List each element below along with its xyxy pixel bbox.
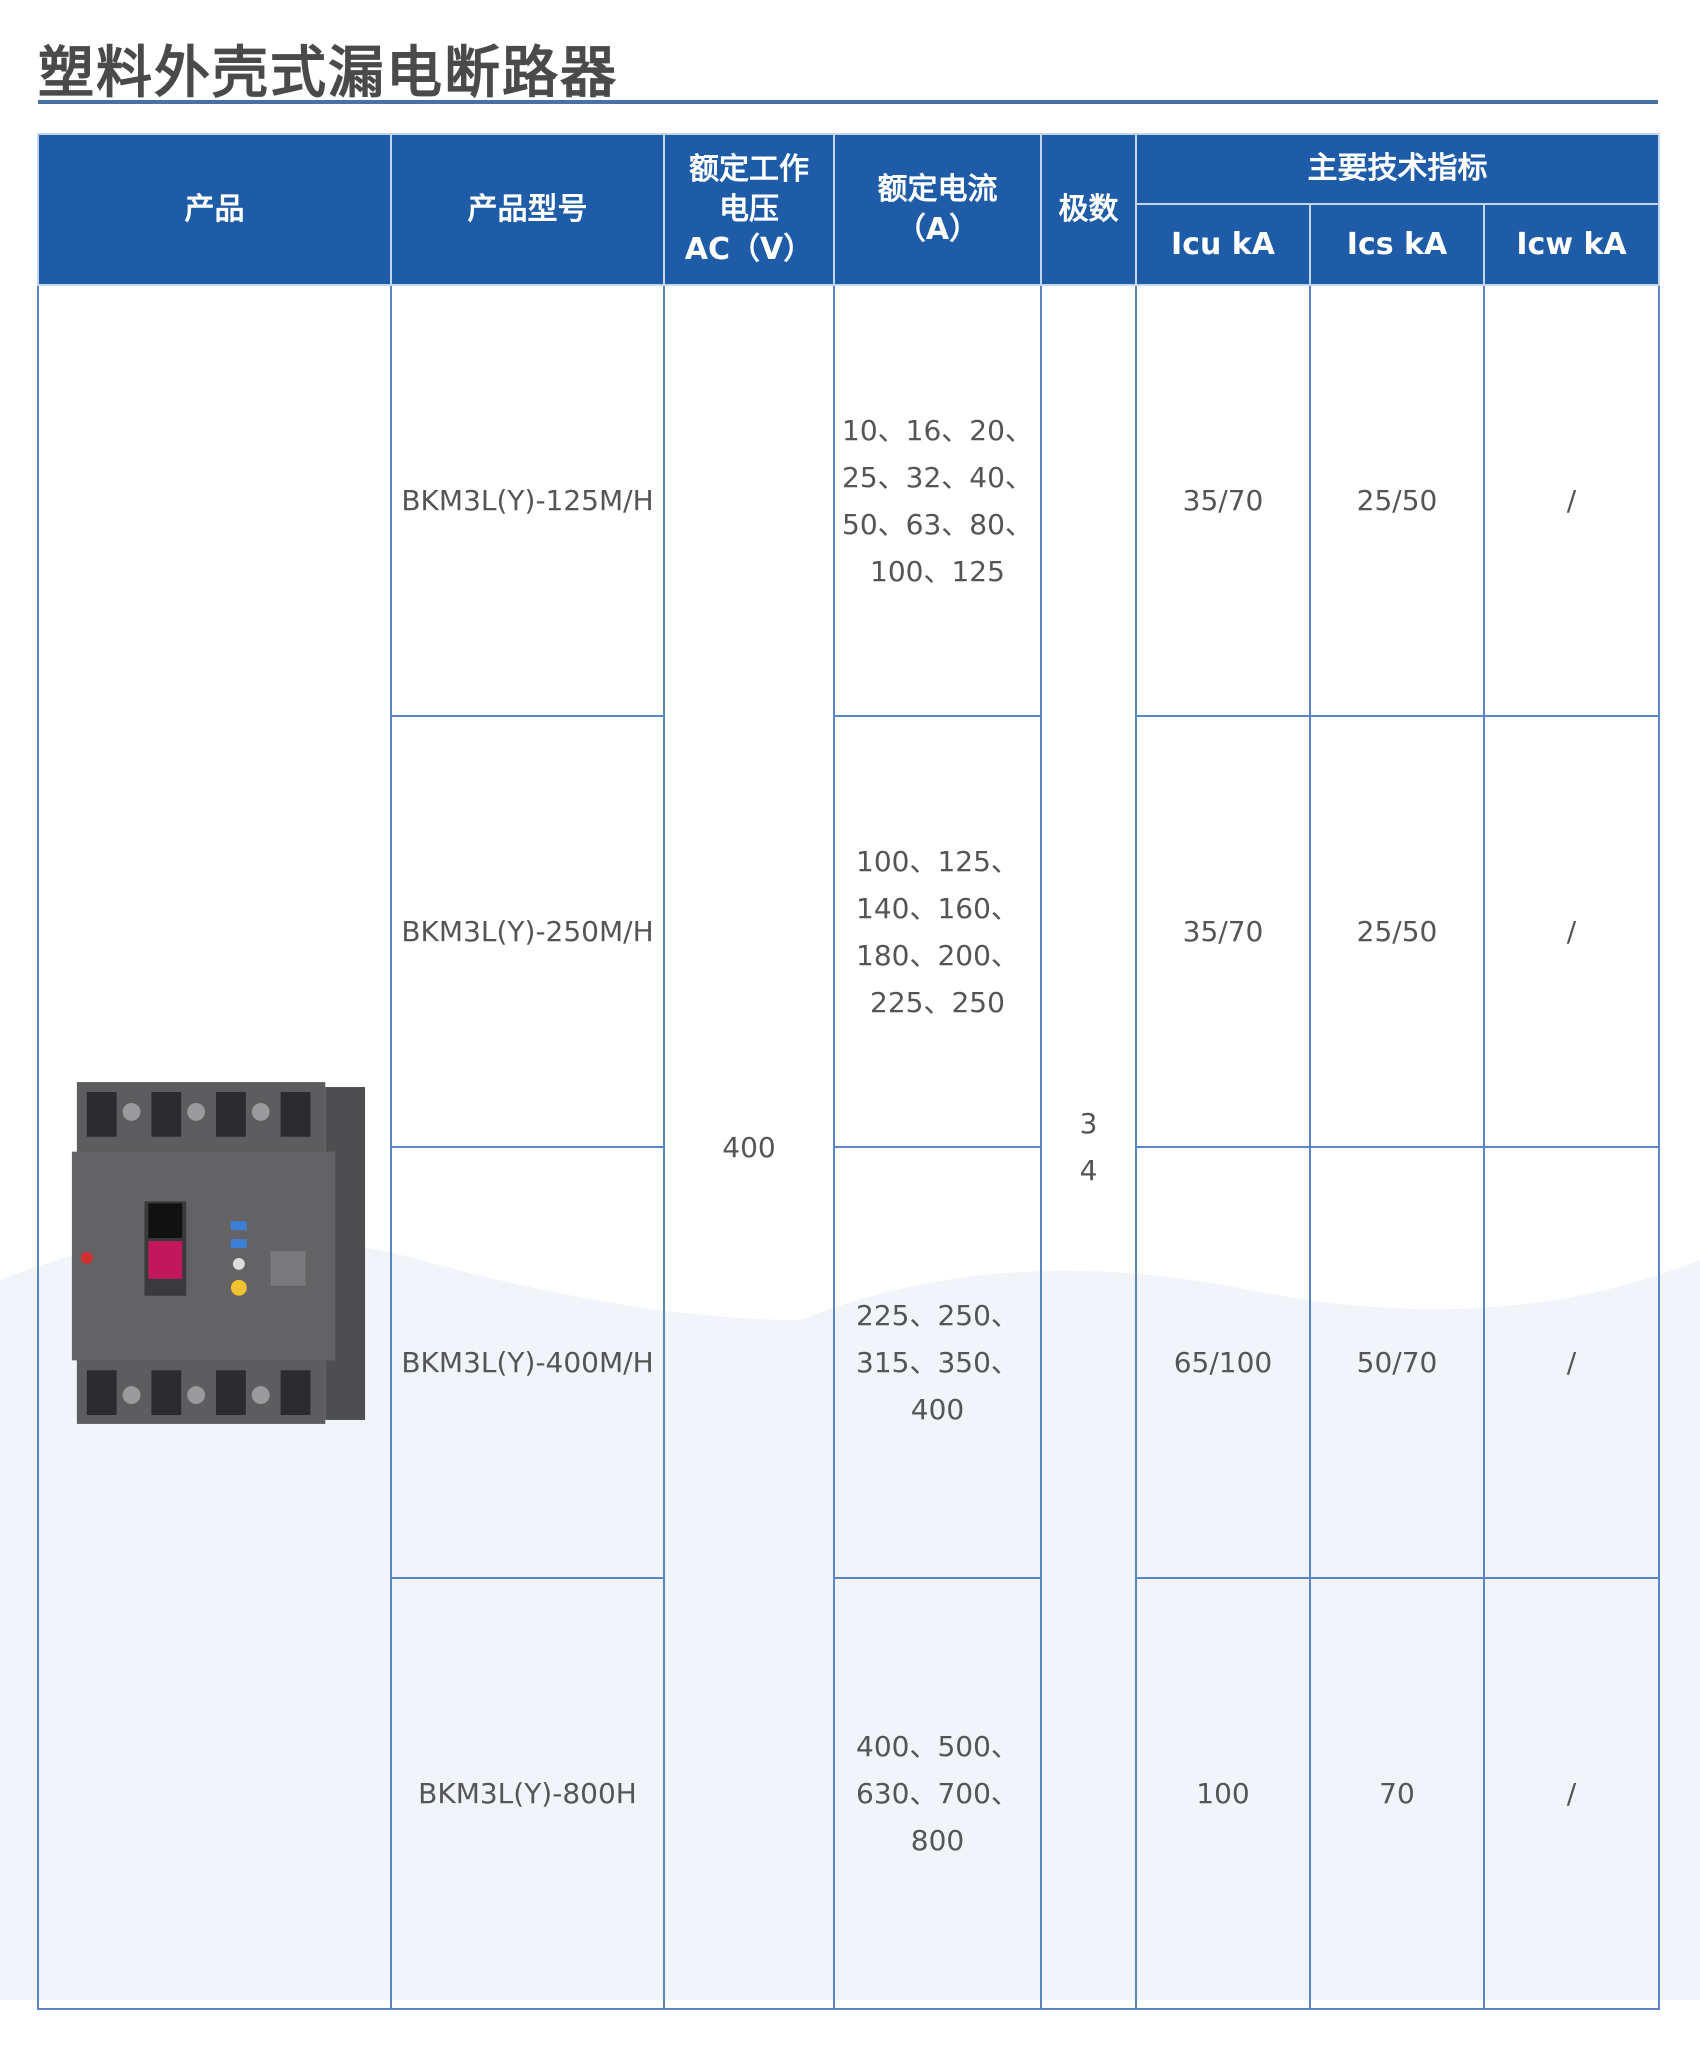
icw-cell: / bbox=[1482, 1146, 1661, 1579]
header-voltage: 额定工作 电压 AC（V） bbox=[663, 133, 835, 286]
current-line: 25、32、40、 bbox=[842, 460, 1033, 494]
spec-table: 产品 产品型号 额定工作 电压 AC（V） 额定电流 （A） 极数 主要技术指标… bbox=[37, 133, 1661, 2010]
current-line: 50、63、80、 bbox=[842, 507, 1033, 541]
header-poles: 极数 bbox=[1040, 133, 1137, 286]
table-row: BKM3L(Y)-250M/H 100、125、 140、160、 180、20… bbox=[38, 715, 1661, 1148]
table-row: BKM3L(Y)-800H 400、500、 630、700、 800 100 … bbox=[38, 1577, 1661, 2010]
model-cell: BKM3L(Y)-800H bbox=[390, 1577, 665, 2010]
current-line: 180、200、 bbox=[856, 938, 1019, 972]
current-line: 400、500、 bbox=[856, 1730, 1019, 1763]
product-image-cell bbox=[37, 284, 392, 2010]
header-voltage-line: AC（V） bbox=[684, 231, 814, 267]
current-cell: 400、500、 630、700、 800 bbox=[833, 1577, 1042, 2010]
model-cell: BKM3L(Y)-125M/H bbox=[390, 284, 665, 717]
current-line: 225、250、 bbox=[856, 1299, 1019, 1332]
icu-cell: 100 bbox=[1135, 1577, 1311, 2010]
page-title: 塑料外壳式漏电断路器 bbox=[38, 41, 618, 106]
ics-cell: 70 bbox=[1309, 1577, 1485, 2010]
current-line: 10、16、20、 bbox=[842, 413, 1033, 447]
icu-cell: 35/70 bbox=[1135, 284, 1311, 717]
icu-cell: 65/100 bbox=[1135, 1146, 1311, 1579]
current-line: 800 bbox=[910, 1824, 965, 1857]
header-tech: 主要技术指标 bbox=[1134, 133, 1661, 205]
header-ics: Ics kA bbox=[1309, 203, 1485, 286]
current-line: 140、160、 bbox=[856, 891, 1019, 925]
current-cell: 10、16、20、 25、32、40、 50、63、80、 100、125 bbox=[833, 284, 1042, 717]
poles-value: 4 bbox=[1079, 1154, 1098, 1187]
icu-cell: 35/70 bbox=[1135, 715, 1311, 1148]
header-current: 额定电流 （A） bbox=[833, 133, 1042, 286]
current-cell: 100、125、 140、160、 180、200、 225、250 bbox=[833, 715, 1042, 1148]
poles-cell: 3 4 bbox=[1040, 284, 1137, 2010]
voltage-cell: 400 bbox=[663, 284, 835, 2010]
header-current-line: 额定电流 bbox=[877, 171, 998, 207]
current-line: 100、125 bbox=[870, 554, 1005, 588]
ics-cell: 25/50 bbox=[1309, 284, 1485, 717]
current-cell: 225、250、 315、350、400 bbox=[833, 1146, 1042, 1579]
header-icw: Icw kA bbox=[1482, 203, 1661, 286]
table-row: BKM3L(Y)-125M/H 400 10、16、20、 25、32、40、 … bbox=[37, 284, 1661, 2010]
poles-value: 3 bbox=[1079, 1107, 1098, 1140]
header-model: 产品型号 bbox=[390, 133, 665, 286]
header-product: 产品 bbox=[37, 133, 392, 286]
icw-cell: / bbox=[1482, 1577, 1661, 2010]
ics-cell: 25/50 bbox=[1309, 715, 1485, 1148]
circuit-breaker-photo bbox=[71, 1082, 366, 1424]
model-cell: BKM3L(Y)-400M/H bbox=[390, 1146, 665, 1579]
current-line: 100、125、 bbox=[856, 844, 1019, 878]
current-line: 315、350、400 bbox=[856, 1346, 1019, 1426]
header-voltage-line: 额定工作 bbox=[689, 151, 809, 187]
ics-cell: 50/70 bbox=[1309, 1146, 1485, 1579]
current-line: 225、250 bbox=[870, 985, 1005, 1019]
title-divider bbox=[38, 100, 1658, 104]
icw-cell: / bbox=[1482, 715, 1661, 1148]
header-current-line: （A） bbox=[895, 211, 980, 247]
header-voltage-line: 电压 bbox=[719, 191, 779, 227]
model-cell: BKM3L(Y)-250M/H bbox=[390, 715, 665, 1148]
icw-cell: / bbox=[1482, 284, 1661, 717]
table-row: BKM3L(Y)-400M/H 225、250、 315、350、400 65/… bbox=[38, 1146, 1661, 1579]
header-icu: Icu kA bbox=[1135, 203, 1311, 286]
current-line: 630、700、 bbox=[856, 1777, 1019, 1810]
